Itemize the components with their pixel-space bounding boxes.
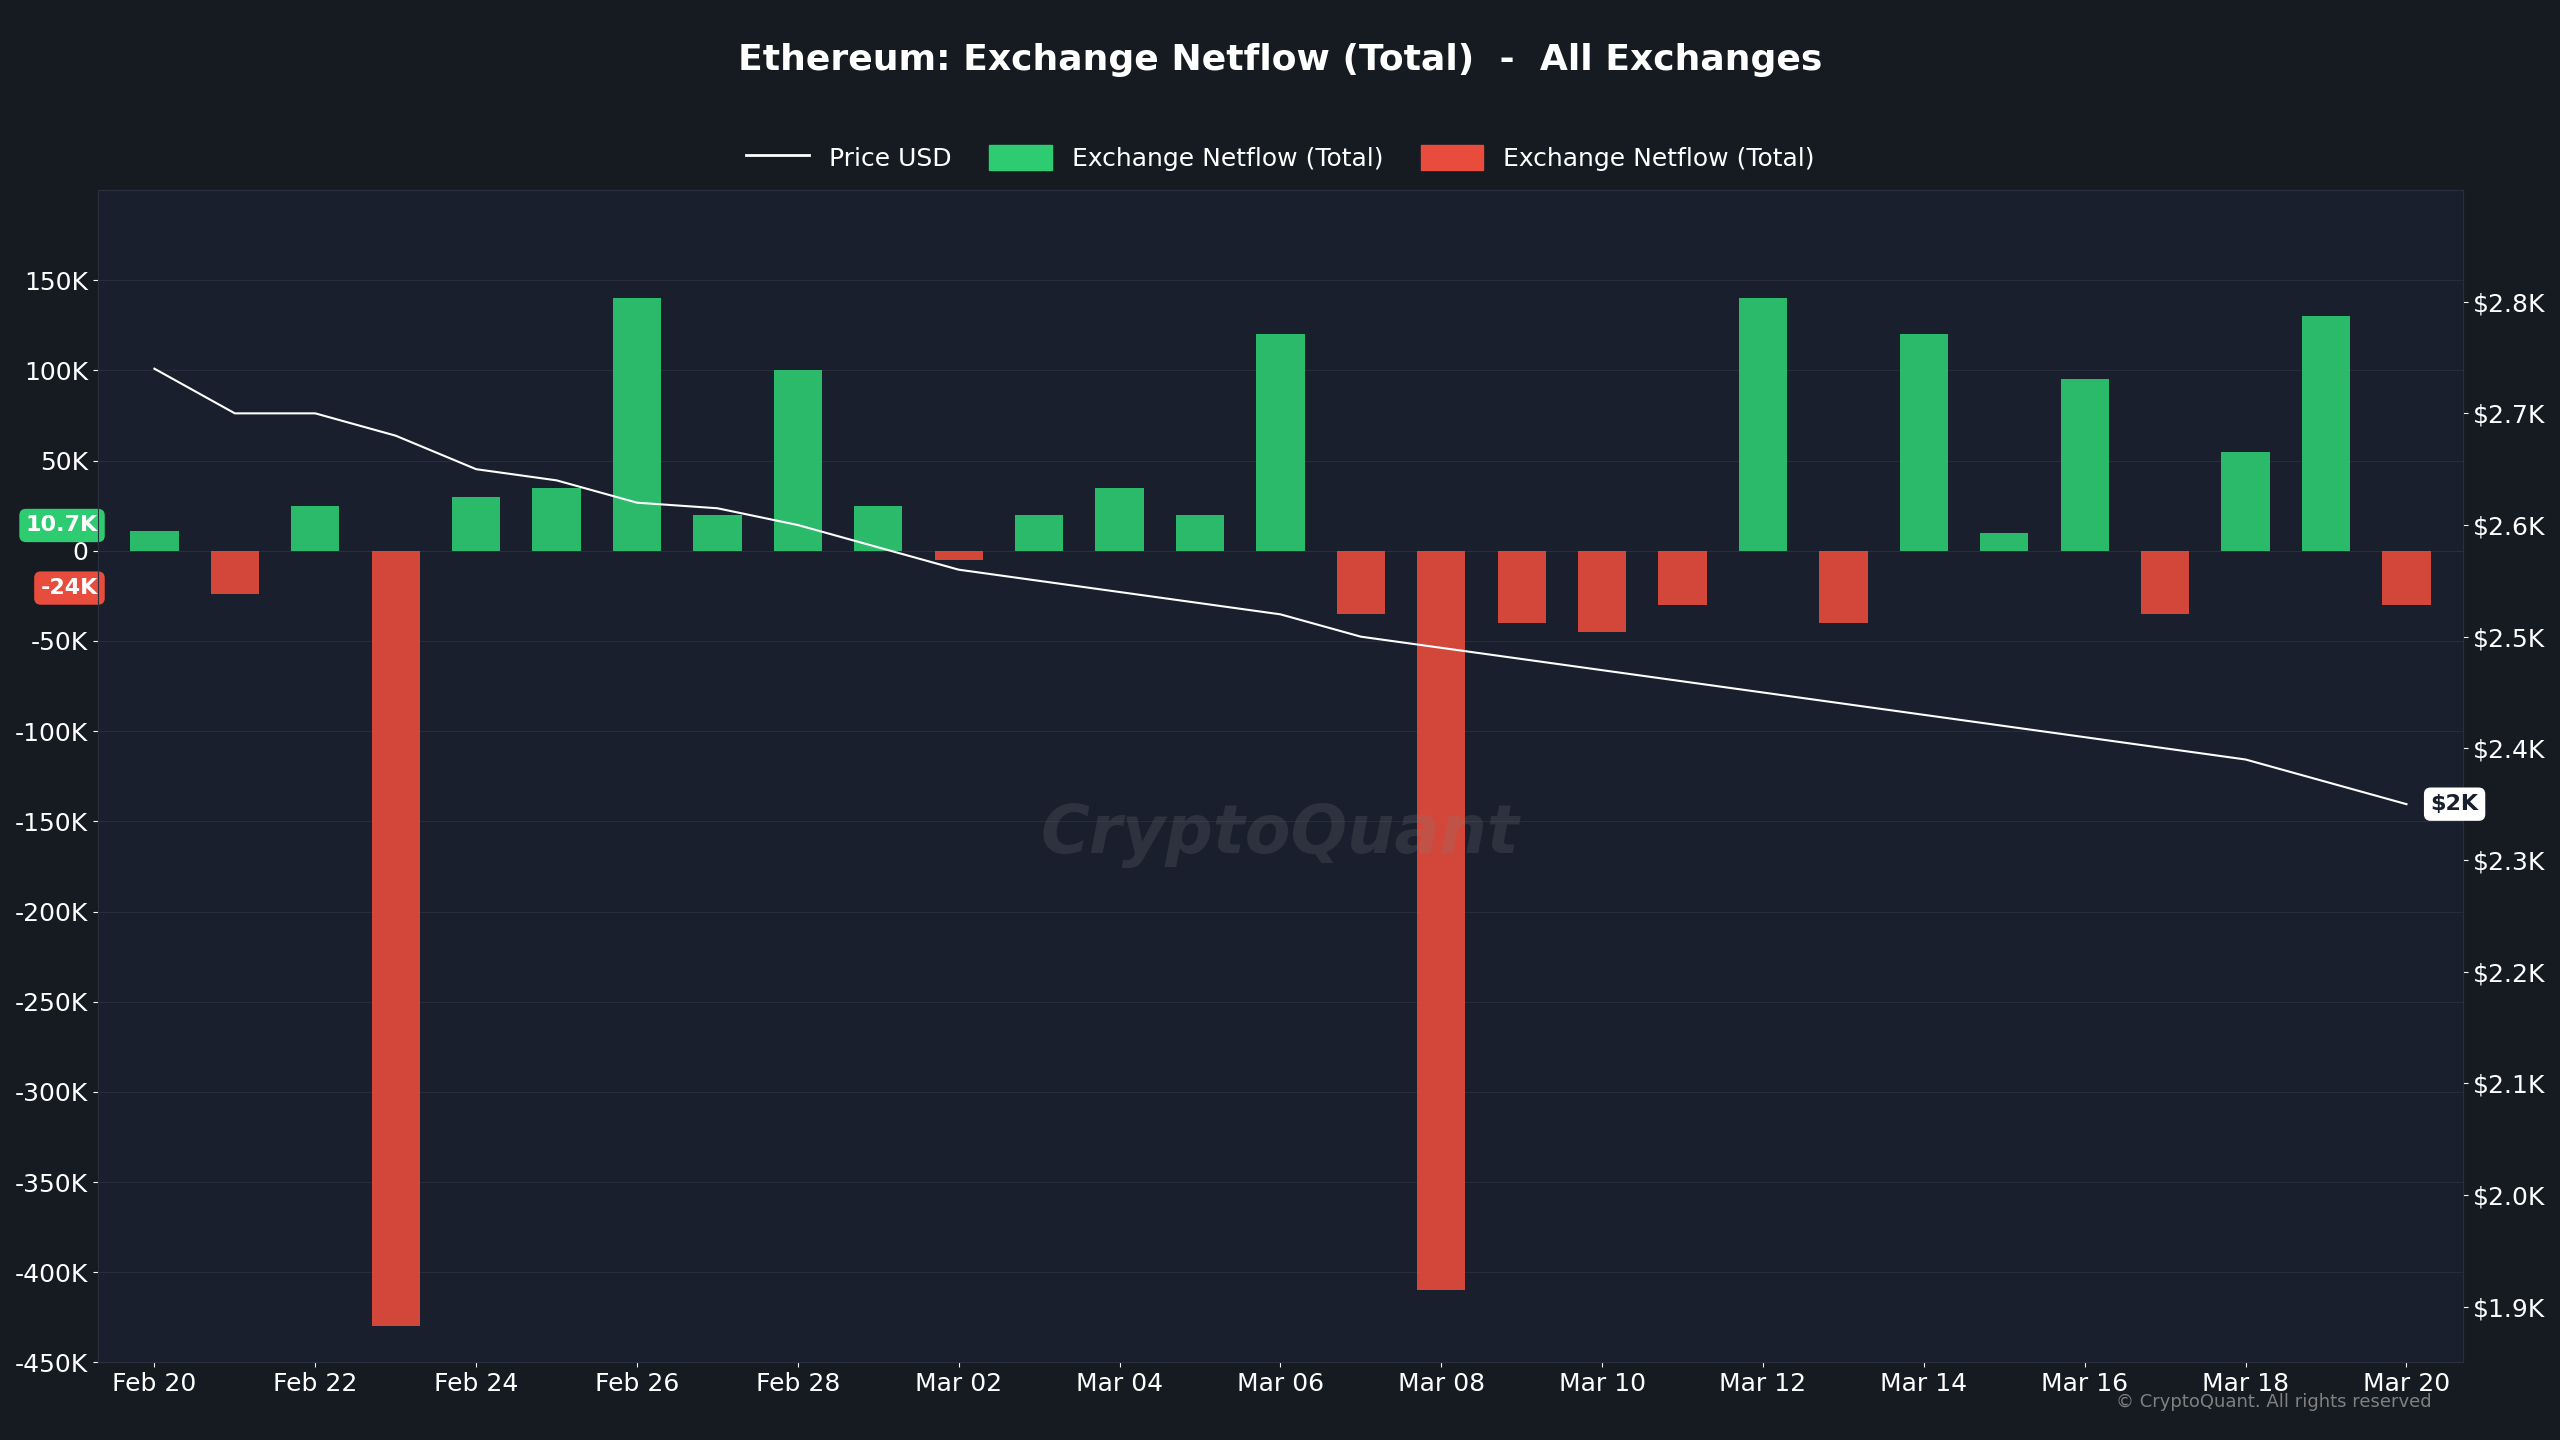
- Text: CryptoQuant: CryptoQuant: [1042, 802, 1521, 868]
- Bar: [1418, 550, 1464, 1290]
- Bar: [1659, 550, 1708, 605]
- Bar: [2061, 379, 2109, 550]
- Bar: [2301, 317, 2350, 550]
- Bar: [210, 550, 259, 595]
- Bar: [934, 550, 983, 560]
- Bar: [1577, 550, 1626, 632]
- Bar: [1900, 334, 1948, 550]
- Bar: [1014, 514, 1062, 550]
- Bar: [1498, 550, 1546, 624]
- Bar: [292, 505, 340, 550]
- Text: 10.7K: 10.7K: [26, 516, 97, 536]
- Bar: [1096, 488, 1144, 550]
- Bar: [1820, 550, 1869, 624]
- Bar: [2383, 550, 2429, 605]
- Bar: [453, 497, 499, 550]
- Text: Ethereum: Exchange Netflow (Total)  -  All Exchanges: Ethereum: Exchange Netflow (Total) - All…: [737, 43, 1823, 78]
- Bar: [1336, 550, 1385, 613]
- Bar: [2222, 452, 2271, 550]
- Bar: [1738, 298, 1787, 550]
- Text: -24K: -24K: [41, 577, 97, 598]
- Bar: [1257, 334, 1306, 550]
- Text: © CryptoQuant. All rights reserved: © CryptoQuant. All rights reserved: [2117, 1394, 2432, 1411]
- Bar: [131, 531, 179, 550]
- Bar: [694, 514, 742, 550]
- Bar: [532, 488, 581, 550]
- Text: $2K: $2K: [2429, 795, 2478, 814]
- Bar: [2140, 550, 2189, 613]
- Bar: [1175, 514, 1224, 550]
- Legend: Price USD, Exchange Netflow (Total), Exchange Netflow (Total): Price USD, Exchange Netflow (Total), Exc…: [735, 132, 1828, 183]
- Bar: [612, 298, 660, 550]
- Bar: [1981, 533, 2028, 550]
- Bar: [855, 505, 904, 550]
- Bar: [773, 370, 822, 550]
- Bar: [371, 550, 420, 1326]
